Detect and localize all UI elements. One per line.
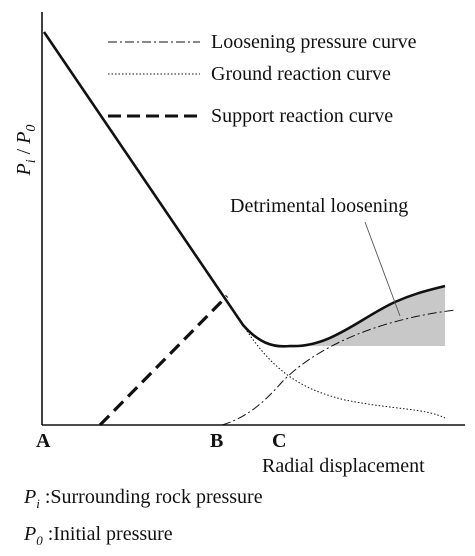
y-label-sep: /	[13, 144, 35, 160]
note-text-p0: :Initial pressure	[42, 523, 173, 545]
note-row-p0: P0 :Initial pressure	[24, 519, 263, 556]
y-axis-label: Pi / P0	[13, 125, 39, 177]
resulting-pressure-curve	[42, 31, 446, 348]
legend-support-label: Support reaction curve	[211, 105, 393, 127]
symbol-notes: Pi :Surrounding rock pressure P0 :Initia…	[24, 482, 263, 556]
x-axis-label: Radial displacement	[262, 455, 425, 477]
point-label-b: B	[210, 430, 223, 452]
detrimental-region	[290, 286, 445, 347]
note-symbol-p0: P0	[24, 523, 43, 548]
y-label-main-2: P	[13, 132, 35, 145]
note-symbol-pi: Pi	[24, 486, 40, 511]
point-label-c: C	[272, 430, 286, 452]
point-label-a: A	[36, 430, 51, 452]
ground-reaction-curve	[242, 324, 446, 419]
legend-ground-label: Ground reaction curve	[211, 63, 391, 85]
y-label-sub-2: 0	[24, 125, 39, 132]
support-reaction-curve	[98, 294, 229, 427]
note-row-pi: Pi :Surrounding rock pressure	[24, 482, 263, 519]
loosening-pressure-curve	[221, 309, 456, 426]
annotation-leader-line	[364, 221, 401, 317]
legend-loosening-label: Loosening pressure curve	[211, 31, 417, 53]
note-text-pi: :Surrounding rock pressure	[39, 486, 263, 508]
legend: Loosening pressure curve Ground reaction…	[108, 31, 417, 127]
y-label-main-1: P	[13, 163, 35, 176]
detrimental-annotation-label: Detrimental loosening	[230, 195, 408, 217]
y-label-sub-1: i	[24, 159, 39, 163]
